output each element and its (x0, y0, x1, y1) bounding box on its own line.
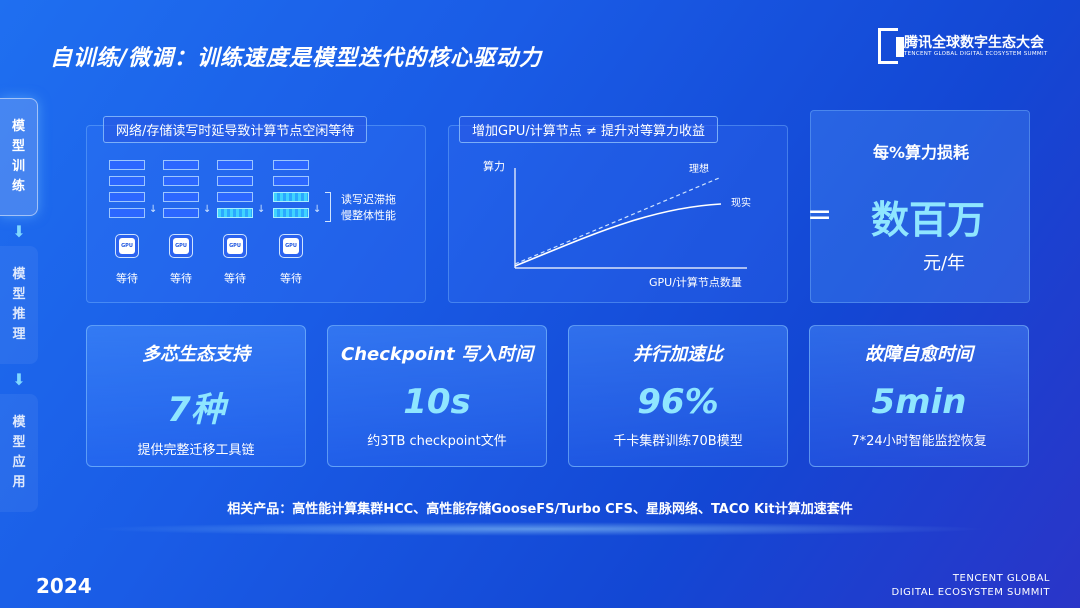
io-note: 读写迟滞拖 慢整体性能 (341, 193, 396, 222)
arrow-down-icon: ⬇ (12, 369, 26, 389)
page-title: 自训练/微调：训练速度是模型迭代的核心驱动力 (50, 46, 543, 71)
data-block (163, 176, 199, 186)
scaling-chart-tag: 增加GPU/计算节点 ≠ 提升对等算力收益 (459, 116, 718, 143)
bracket (325, 192, 331, 222)
x-axis-label: GPU/计算节点数量 (649, 275, 742, 289)
io-latency-panel: 网络/存储读写时延导致计算节点空闲等待 ↓ ↓ ↓ ↓ 读写迟滞拖 慢整体性能 … (86, 116, 426, 303)
data-block-delayed (273, 208, 309, 218)
stat-desc: 7*24小时智能监控恢复 (851, 434, 987, 449)
data-block (273, 176, 309, 186)
sidenav-item-inference[interactable]: 模 型 推 理 (0, 246, 38, 364)
down-arrow-icon: ↓ (257, 204, 266, 215)
data-block (163, 192, 199, 202)
cost-unit: 元/年 (922, 253, 966, 274)
data-block (163, 208, 199, 218)
arrow-down-icon: ⬇ (12, 221, 26, 241)
summit-name: TENCENT GLOBAL DIGITAL ECOSYSTEM SUMMIT (891, 573, 1050, 598)
sidenav-item-application[interactable]: 模 型 应 用 (0, 394, 38, 512)
down-arrow-icon: ↓ (313, 204, 322, 215)
wait-label: 等待 (280, 272, 302, 285)
scaling-chart-panel: 增加GPU/计算节点 ≠ 提升对等算力收益 算力 GPU/计算节点数量 理想 现… (448, 116, 788, 303)
wait-label: 等待 (224, 272, 246, 285)
y-axis-label: 算力 (483, 159, 505, 173)
related-products: 相关产品：高性能计算集群HCC、高性能存储GooseFS/Turbo CFS、星… (227, 502, 853, 517)
stat-title: 故障自愈时间 (865, 344, 973, 365)
io-latency-tag: 网络/存储读写时延导致计算节点空闲等待 (103, 116, 368, 143)
data-block (109, 176, 145, 186)
data-block (109, 160, 145, 170)
data-block-delayed (217, 208, 253, 218)
data-block (109, 208, 145, 218)
cost-caption: 每%算力损耗 (872, 143, 970, 162)
stat-title: Checkpoint 写入时间 (341, 344, 533, 365)
data-block (109, 192, 145, 202)
stat-value: 10s (403, 382, 471, 422)
wait-label: 等待 (170, 272, 192, 285)
stat-card-checkpoint: Checkpoint 写入时间 10s 约3TB checkpoint文件 (327, 325, 547, 467)
wait-label: 等待 (116, 272, 138, 285)
stat-card-speedup: 并行加速比 96% 千卡集群训练70B模型 (568, 325, 788, 467)
gpu-chip-icon: GPU (169, 234, 193, 258)
data-block (163, 160, 199, 170)
stat-card-selfheal: 故障自愈时间 5min 7*24小时智能监控恢复 (809, 325, 1029, 467)
down-arrow-icon: ↓ (149, 204, 158, 215)
glow-divider (90, 522, 990, 536)
stat-title: 并行加速比 (633, 344, 723, 365)
series-ideal-label: 理想 (689, 162, 709, 175)
series-ideal-line (514, 177, 720, 265)
cost-value: 数百万 (871, 198, 986, 242)
sidenav-item-training[interactable]: 模 型 训 练 (0, 98, 38, 216)
stat-card-chips: 多芯生态支持 7种 提供完整迁移工具链 (86, 325, 306, 467)
summit-logo: 腾讯全球数字生态大会 TENCENT GLOBAL DIGITAL ECOSYS… (878, 24, 1058, 68)
data-block (217, 160, 253, 170)
stat-value: 96% (637, 382, 719, 422)
data-block (217, 192, 253, 202)
stat-desc: 千卡集群训练70B模型 (613, 434, 743, 449)
gpu-chip-icon: GPU (115, 234, 139, 258)
series-real-line (514, 203, 722, 267)
logo-cn-text: 腾讯全球数字生态大会 (904, 34, 1044, 51)
tencent-logo-icon (878, 28, 904, 64)
data-block (217, 176, 253, 186)
down-arrow-icon: ↓ (203, 204, 212, 215)
scaling-line-chart: 算力 GPU/计算节点数量 理想 现实 (483, 159, 751, 289)
gpu-chip-icon: GPU (223, 234, 247, 258)
stat-desc: 约3TB checkpoint文件 (367, 434, 507, 449)
equals-sign: = (807, 197, 833, 232)
stat-value: 7种 (167, 390, 225, 430)
data-block-delayed (273, 192, 309, 202)
cost-panel: 每%算力损耗 = 数百万 元/年 (807, 110, 1030, 303)
gpu-chip-icon: GPU (279, 234, 303, 258)
side-nav: 模 型 训 练 ⬇ 模 型 推 理 ⬇ 模 型 应 用 (0, 98, 40, 512)
logo-en-text: TENCENT GLOBAL DIGITAL ECOSYSTEM SUMMIT (904, 50, 1048, 57)
stat-title: 多芯生态支持 (142, 344, 250, 365)
stat-desc: 提供完整迁移工具链 (137, 443, 255, 458)
series-real-label: 现实 (731, 196, 751, 209)
stat-value: 5min (871, 382, 967, 422)
data-block (273, 160, 309, 170)
year-label: 2024 (36, 574, 92, 598)
